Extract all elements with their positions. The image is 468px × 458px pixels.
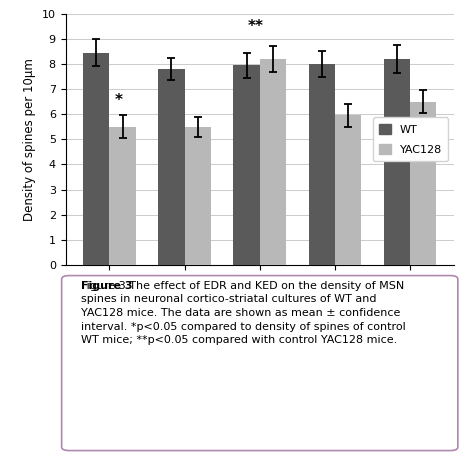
Bar — [410, 102, 436, 265]
Y-axis label: Density of spines per 10μm: Density of spines per 10μm — [23, 58, 36, 221]
Text: **: ** — [248, 19, 264, 34]
Bar — [335, 115, 361, 265]
Bar — [83, 53, 110, 265]
Bar — [110, 127, 136, 265]
Bar — [158, 69, 184, 265]
Legend: WT, YAC128: WT, YAC128 — [373, 117, 448, 161]
Text: Figure 3: Figure 3 — [81, 281, 132, 291]
Bar — [184, 127, 211, 265]
Text: *: * — [115, 93, 123, 108]
Text: Figure 3 The effect of EDR and KED on the density of MSN
spines in neuronal cort: Figure 3 The effect of EDR and KED on th… — [81, 281, 406, 345]
FancyBboxPatch shape — [62, 276, 458, 451]
Bar — [384, 59, 410, 265]
Bar — [308, 64, 335, 265]
Bar — [234, 65, 260, 265]
Bar — [260, 59, 286, 265]
